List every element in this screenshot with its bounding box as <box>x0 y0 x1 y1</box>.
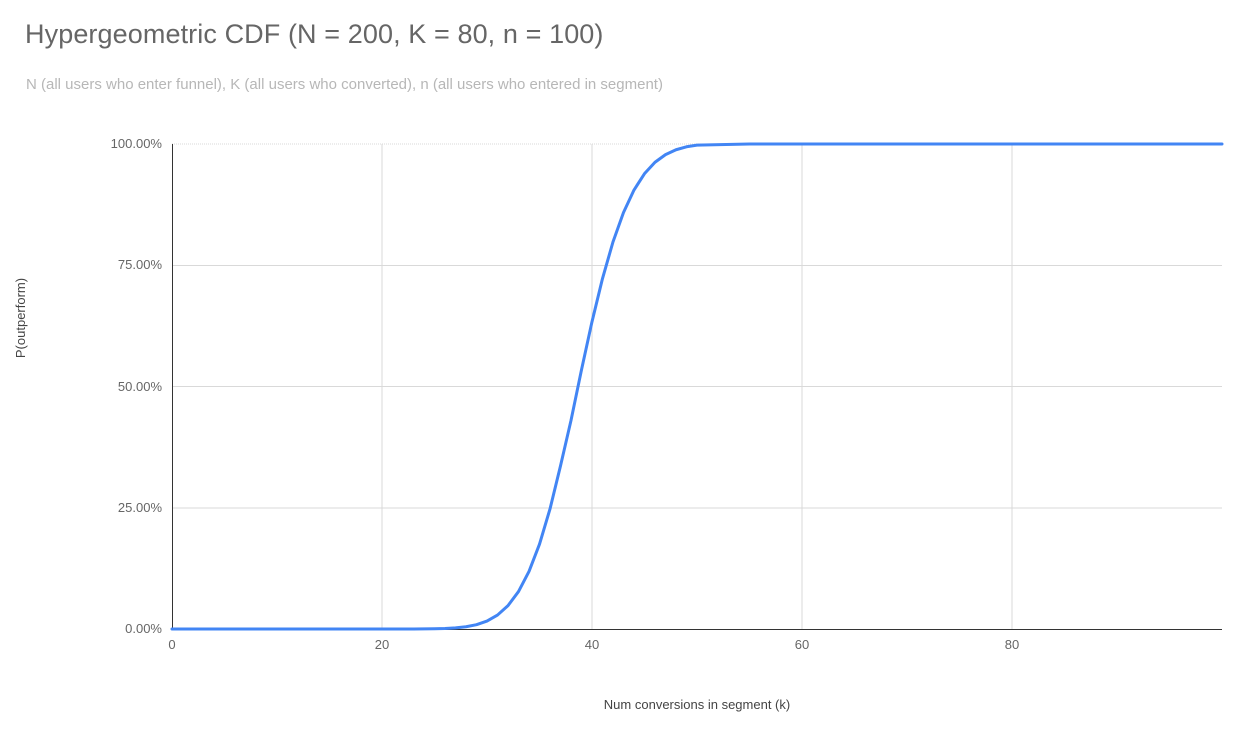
y-axis-tick: 75.00% <box>52 257 162 273</box>
x-axis-tick-label: 60 <box>794 637 810 652</box>
y-axis-tick-label: 100.00% <box>110 136 162 151</box>
y-axis-tick: 0.00% <box>52 621 162 637</box>
x-axis-title: Num conversions in segment (k) <box>603 697 791 712</box>
chart-subtitle: N (all users who enter funnel), K (all u… <box>26 76 663 93</box>
y-axis-tick: 100.00% <box>52 136 162 152</box>
x-axis-tick-label: 20 <box>374 637 390 652</box>
y-axis-tick-label: 75.00% <box>117 257 162 273</box>
data-series-line <box>170 142 1224 631</box>
y-axis-tick: 50.00% <box>52 379 162 395</box>
x-axis-tick-label: 40 <box>584 637 600 652</box>
y-axis-tick-label: 25.00% <box>117 499 162 515</box>
y-axis-tick: 25.00% <box>52 500 162 516</box>
y-axis-tick-label: 0.00% <box>125 621 162 636</box>
y-axis-tick-label: 50.00% <box>117 378 162 394</box>
chart-title: Hypergeometric CDF (N = 200, K = 80, n =… <box>25 19 604 49</box>
x-axis-tick-label: 80 <box>1004 637 1020 652</box>
x-axis-tick-label: 0 <box>168 637 176 652</box>
